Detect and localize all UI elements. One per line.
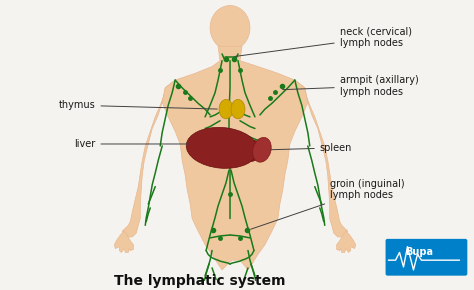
FancyBboxPatch shape: [385, 239, 467, 276]
Ellipse shape: [210, 6, 250, 50]
Text: neck (cervical)
lymph nodes: neck (cervical) lymph nodes: [235, 27, 412, 57]
Ellipse shape: [219, 99, 233, 119]
Text: Bupa: Bupa: [405, 247, 434, 258]
Text: spleen: spleen: [271, 143, 352, 153]
Polygon shape: [114, 231, 133, 252]
Text: liver: liver: [74, 139, 189, 149]
Text: armpit (axillary)
lymph nodes: armpit (axillary) lymph nodes: [283, 75, 419, 97]
Polygon shape: [218, 46, 242, 61]
Ellipse shape: [186, 127, 258, 168]
Text: groin (inguinal)
lymph nodes: groin (inguinal) lymph nodes: [251, 179, 404, 229]
Ellipse shape: [243, 140, 261, 161]
Polygon shape: [295, 80, 347, 237]
Polygon shape: [122, 80, 175, 237]
Text: The lymphatic system: The lymphatic system: [114, 274, 286, 288]
Ellipse shape: [253, 137, 271, 162]
Polygon shape: [162, 61, 308, 270]
Text: thymus: thymus: [59, 100, 217, 110]
Polygon shape: [337, 231, 356, 252]
Ellipse shape: [231, 99, 245, 119]
